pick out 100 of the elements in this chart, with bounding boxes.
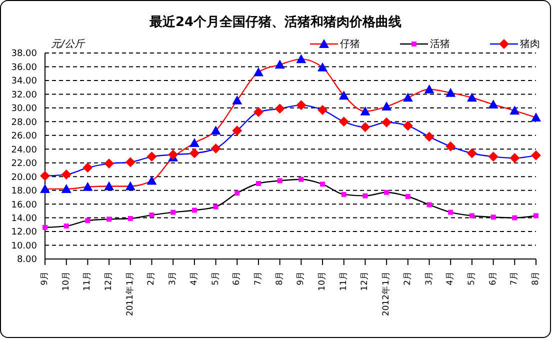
x-tick-label: 6月: [232, 271, 242, 286]
legend-label: 仔猪: [340, 38, 360, 51]
point: [61, 184, 72, 193]
point: [402, 92, 413, 102]
point: [210, 126, 221, 135]
point: [320, 182, 326, 187]
point: [296, 54, 306, 64]
point: [338, 90, 349, 100]
point: [85, 218, 90, 224]
y-tick-label: 20.00: [11, 172, 38, 183]
point: [531, 150, 541, 160]
point: [40, 184, 50, 193]
point: [318, 62, 328, 72]
point: [510, 153, 520, 164]
point: [469, 213, 474, 218]
point: [426, 202, 432, 208]
point: [104, 181, 114, 190]
y-tick-label: 12.00: [11, 228, 38, 238]
point: [384, 190, 390, 195]
point: [510, 106, 520, 115]
point: [168, 150, 178, 160]
point: [362, 193, 368, 198]
point: [298, 176, 304, 182]
legend-label: 猪肉: [520, 38, 540, 51]
x-tick-label: 10月: [318, 271, 328, 291]
y-tick-label: 38.00: [11, 49, 38, 60]
x-tick-label: 7月: [253, 271, 264, 286]
point: [232, 95, 242, 104]
point: [192, 208, 197, 213]
y-tick-label: 16.00: [11, 200, 38, 210]
point: [42, 224, 48, 230]
point: [40, 170, 50, 181]
point: [277, 178, 282, 184]
point: [318, 104, 328, 115]
x-tick-label: 4月: [189, 271, 200, 286]
x-tick-label: 11月: [82, 271, 93, 291]
point: [253, 107, 264, 118]
x-tick-label: 10月: [61, 271, 72, 291]
x-tick-label: 8月: [274, 271, 285, 286]
point: [534, 213, 538, 218]
point: [128, 216, 133, 221]
x-tick-label: 8月: [531, 271, 541, 286]
point: [424, 132, 434, 142]
point: [125, 181, 136, 190]
point: [106, 216, 112, 222]
chart-title: 最近24个月全国仔猪、活猪和猪肉价格曲线: [148, 14, 403, 31]
x-tick-label: 7月: [510, 271, 520, 286]
x-tick-label: 3月: [168, 271, 178, 286]
y-tick-label: 8.00: [16, 255, 38, 266]
x-tick-label: 11月: [338, 271, 349, 291]
point: [82, 162, 93, 173]
point: [234, 190, 240, 196]
point: [466, 92, 477, 102]
y-tick-label: 30.00: [11, 104, 38, 114]
point: [274, 60, 285, 69]
y-tick-label: 10.00: [11, 241, 38, 252]
y-axis-title: 元/公斤: [51, 38, 84, 51]
x-tick-label: 2月: [146, 271, 157, 286]
x-tick-label: 2月: [402, 271, 413, 286]
point: [446, 88, 456, 97]
point: [531, 112, 541, 122]
x-tick-label: 2012年1月: [380, 271, 392, 316]
point: [466, 148, 477, 158]
point: [146, 152, 157, 162]
point: [490, 214, 496, 220]
point: [253, 67, 264, 76]
point: [82, 182, 93, 191]
point: [274, 104, 285, 114]
x-tick-label: 9月: [296, 271, 306, 286]
point: [146, 176, 157, 185]
point: [448, 210, 454, 215]
point: [338, 116, 349, 127]
y-tick-label: 24.00: [11, 145, 38, 156]
point: [341, 192, 346, 197]
point: [189, 138, 200, 147]
point: [61, 170, 72, 180]
y-tick-label: 28.00: [11, 118, 38, 128]
y-tick-label: 36.00: [11, 62, 38, 73]
x-tick-label: 5月: [466, 271, 477, 286]
point: [149, 212, 154, 218]
y-tick-label: 34.00: [11, 76, 38, 87]
point: [210, 143, 221, 154]
x-tick-label: 12月: [360, 271, 370, 291]
y-tick-label: 14.00: [11, 214, 38, 224]
point: [382, 102, 392, 111]
point: [402, 120, 413, 131]
x-tick-label: 12月: [104, 271, 114, 291]
y-tick-label: 32.00: [11, 90, 38, 100]
x-tick-label: 6月: [488, 271, 498, 286]
point: [382, 117, 392, 128]
point: [424, 84, 434, 94]
x-tick-label: 5月: [210, 271, 221, 286]
point: [232, 126, 242, 136]
point: [256, 180, 261, 186]
x-tick-label: 2011年1月: [124, 271, 136, 316]
point: [213, 204, 218, 210]
y-tick-label: 22.00: [11, 159, 38, 170]
point: [512, 215, 518, 220]
point: [170, 210, 176, 215]
point: [360, 106, 370, 116]
